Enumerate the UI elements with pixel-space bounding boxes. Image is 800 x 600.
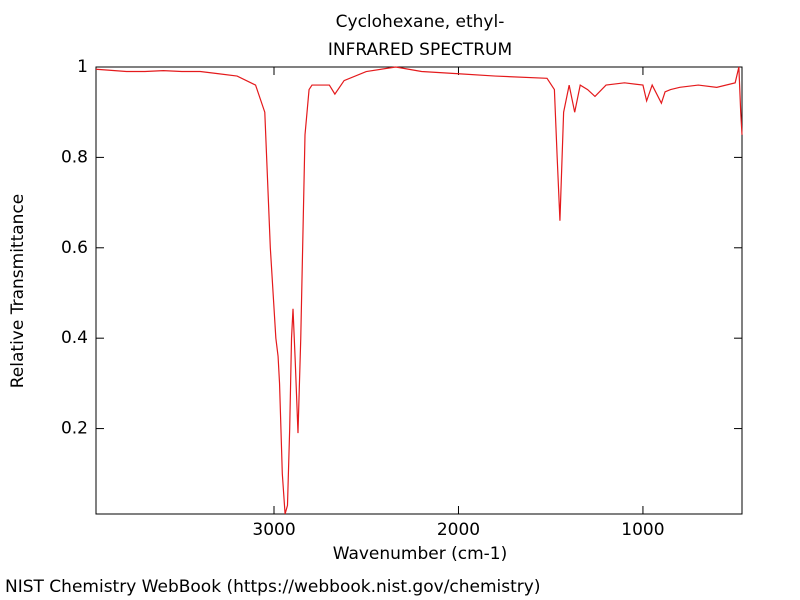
x-tick-label: 2000 (437, 520, 480, 540)
chart-subtitle: INFRARED SPECTRUM (328, 40, 512, 60)
plot-frame (95, 66, 743, 515)
x-axis-label: Wavenumber (cm-1) (333, 544, 508, 564)
x-tick-label: 1000 (621, 520, 664, 540)
y-axis-label: Relative Transmittance (8, 194, 28, 389)
y-tick-label: 0.6 (61, 238, 88, 258)
y-tick-label: 0.8 (61, 147, 88, 167)
chart-title: Cyclohexane, ethyl- (336, 12, 505, 32)
footer: NIST Chemistry WebBook (https://webbook.… (5, 577, 540, 597)
x-tick-label: 3000 (252, 520, 295, 540)
y-tick-label: 1 (77, 57, 88, 77)
spectrum-line (95, 66, 743, 515)
y-tick-label: 0.4 (61, 328, 88, 348)
y-tick-label: 0.2 (61, 419, 88, 439)
